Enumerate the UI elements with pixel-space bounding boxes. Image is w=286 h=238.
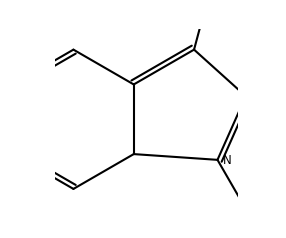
Text: N: N <box>223 154 232 167</box>
